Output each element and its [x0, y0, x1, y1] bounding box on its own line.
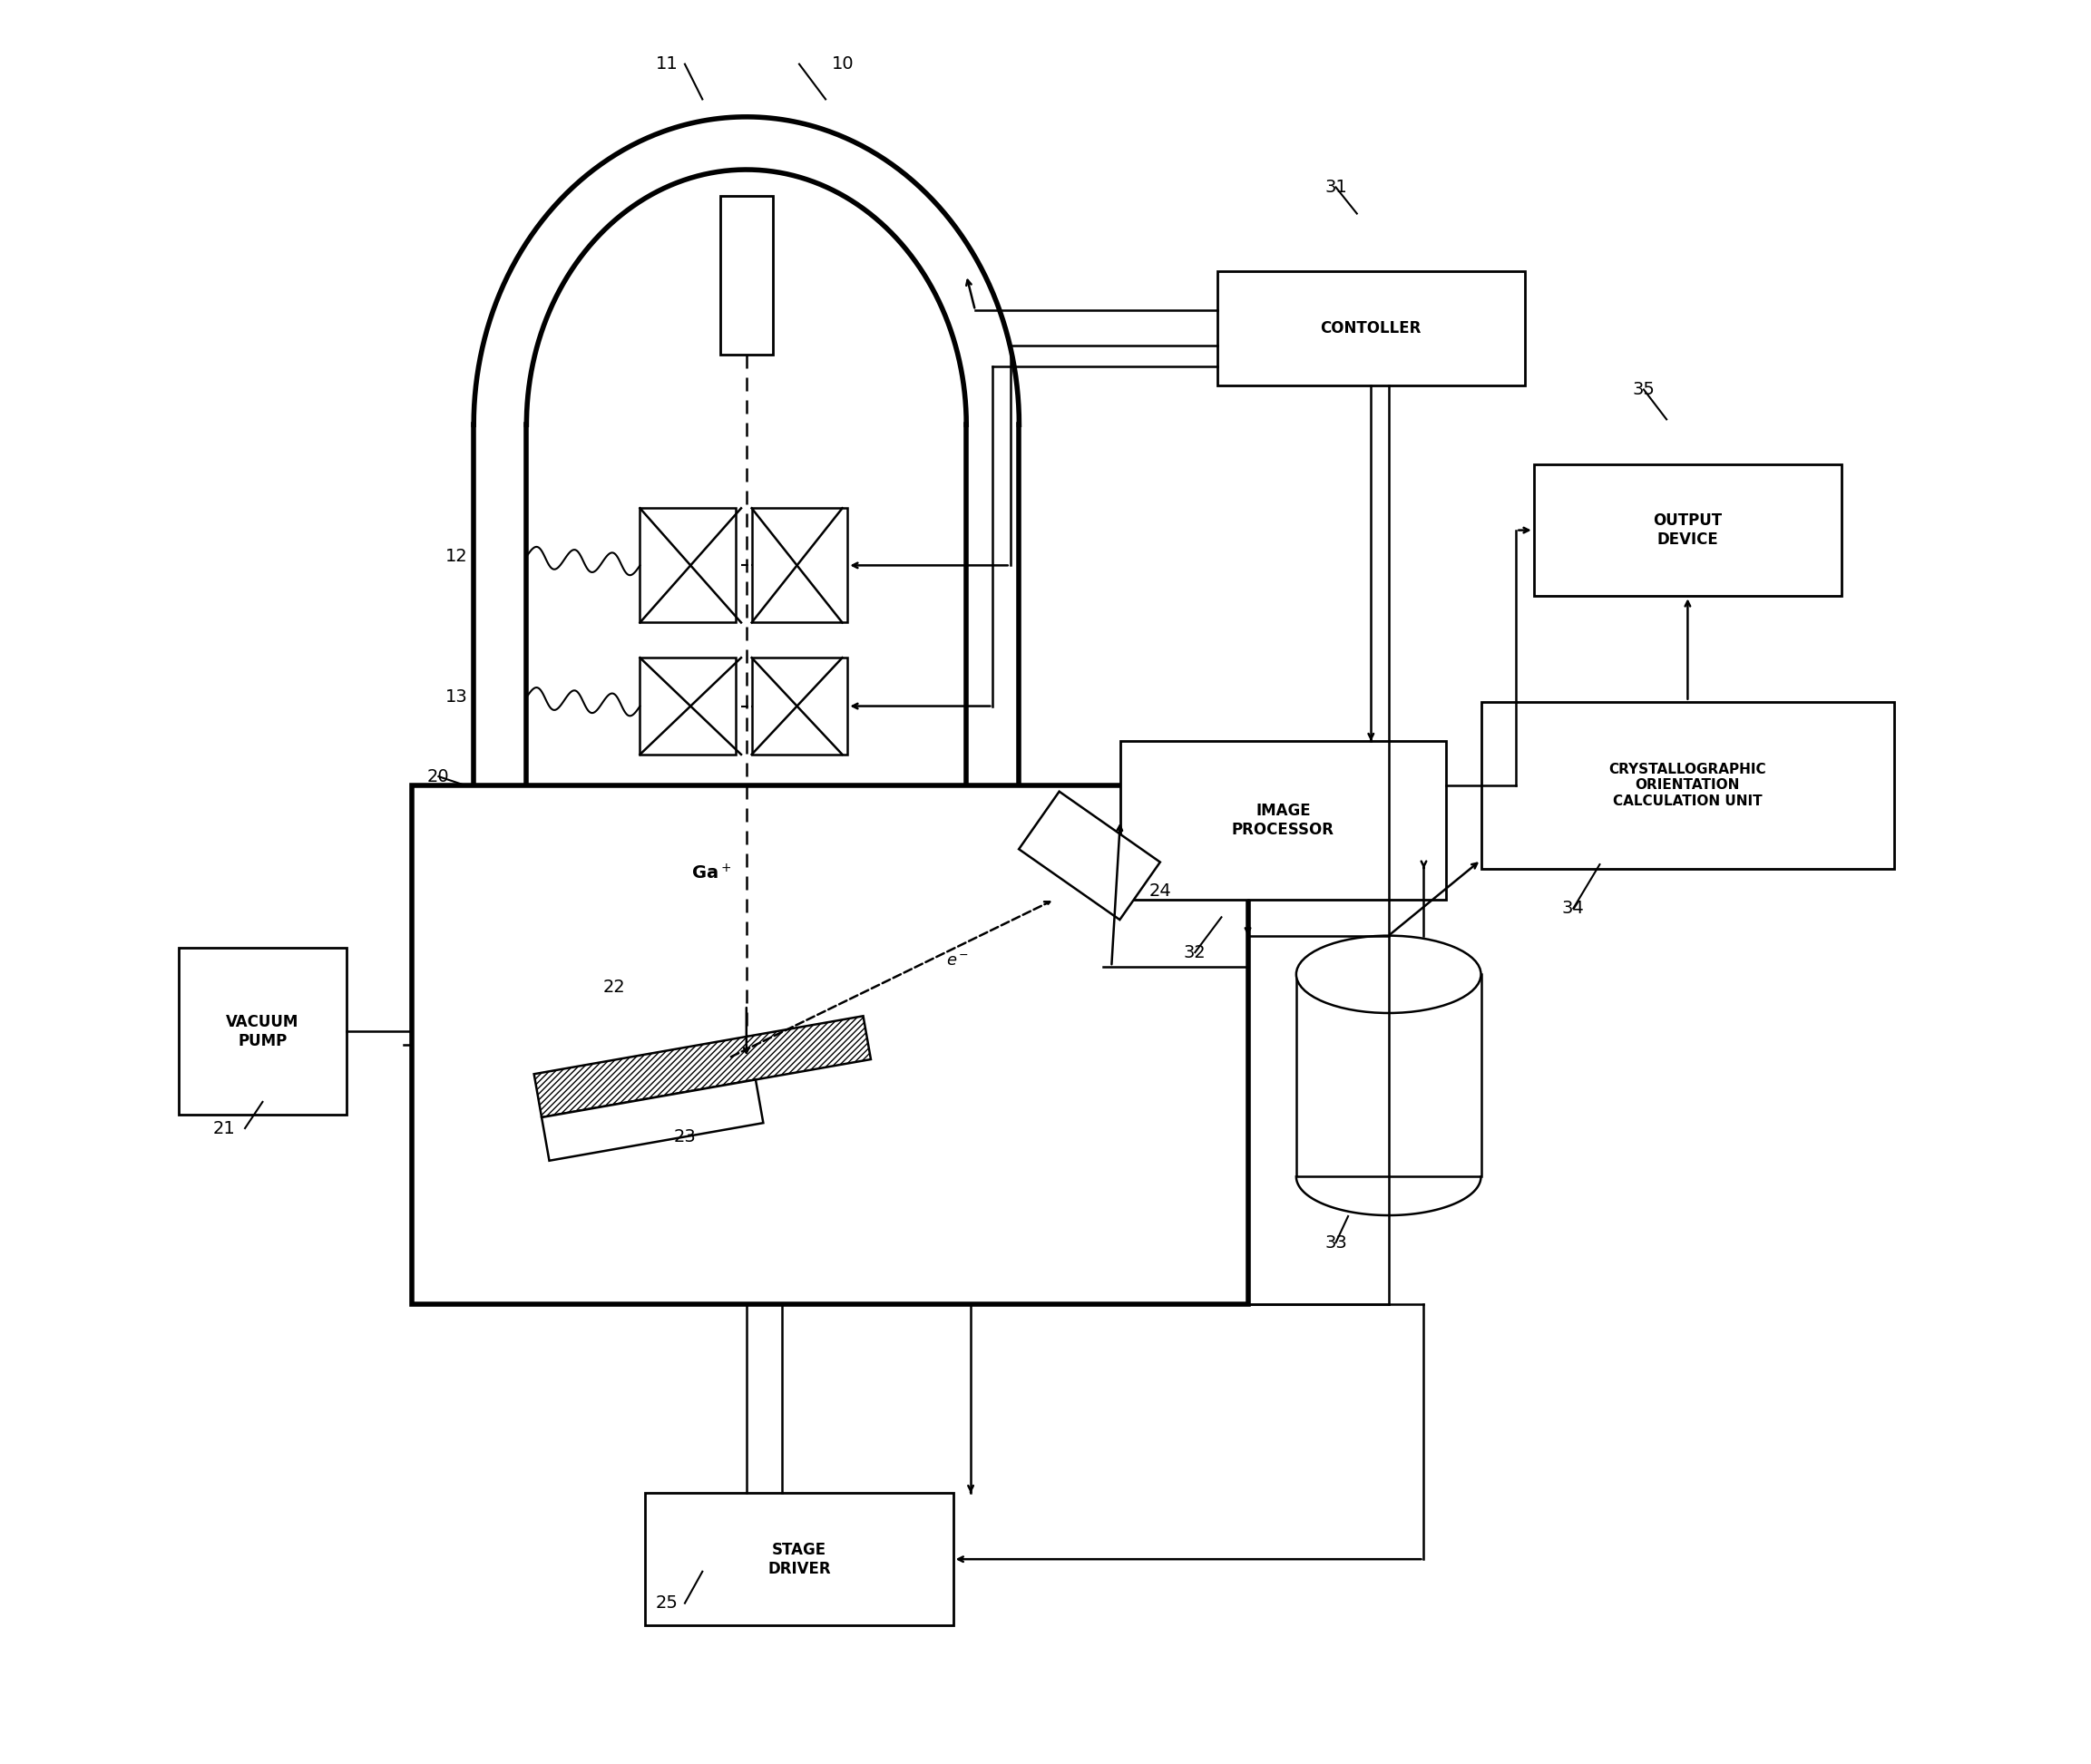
Text: 13: 13	[445, 688, 466, 706]
Text: 24: 24	[1148, 882, 1171, 900]
Text: IMAGE
PROCESSOR: IMAGE PROCESSOR	[1232, 803, 1334, 838]
Bar	[180, 947, 347, 1115]
Bar	[412, 785, 1248, 1304]
Text: Ga$^+$: Ga$^+$	[692, 864, 732, 882]
Text: 23: 23	[673, 1129, 696, 1145]
Text: CRYSTALLOGRAPHIC
ORIENTATION
CALCULATION UNIT: CRYSTALLOGRAPHIC ORIENTATION CALCULATION…	[1608, 762, 1767, 808]
Text: 33: 33	[1324, 1235, 1347, 1251]
Bar	[646, 1494, 953, 1625]
Bar	[1217, 270, 1524, 385]
Bar	[640, 658, 736, 755]
Text: 34: 34	[1562, 900, 1585, 917]
Bar	[1480, 702, 1894, 870]
Text: 10: 10	[832, 55, 855, 72]
Text: 32: 32	[1184, 944, 1207, 961]
Bar	[640, 508, 736, 623]
Text: OUTPUT
DEVICE: OUTPUT DEVICE	[1654, 513, 1723, 549]
Polygon shape	[533, 1016, 870, 1117]
Text: 20: 20	[427, 767, 450, 785]
Bar	[1533, 464, 1842, 596]
Polygon shape	[1018, 792, 1161, 919]
Bar	[1121, 741, 1445, 900]
Polygon shape	[475, 116, 1018, 425]
Text: e$^-$: e$^-$	[947, 953, 968, 968]
Bar	[1296, 974, 1480, 1177]
Text: 21: 21	[213, 1120, 234, 1136]
Bar	[751, 658, 847, 755]
Text: VACUUM
PUMP: VACUUM PUMP	[226, 1014, 299, 1050]
Polygon shape	[542, 1080, 763, 1161]
Bar	[719, 196, 774, 355]
Text: 12: 12	[445, 549, 466, 564]
Text: CONTOLLER: CONTOLLER	[1322, 319, 1422, 337]
Text: STAGE
DRIVER: STAGE DRIVER	[767, 1542, 830, 1577]
Text: 25: 25	[657, 1595, 677, 1612]
Text: 35: 35	[1633, 381, 1654, 399]
Bar	[751, 508, 847, 623]
Text: 31: 31	[1324, 178, 1347, 196]
Text: 22: 22	[602, 979, 625, 997]
Ellipse shape	[1296, 935, 1480, 1013]
Text: 11: 11	[657, 55, 677, 72]
